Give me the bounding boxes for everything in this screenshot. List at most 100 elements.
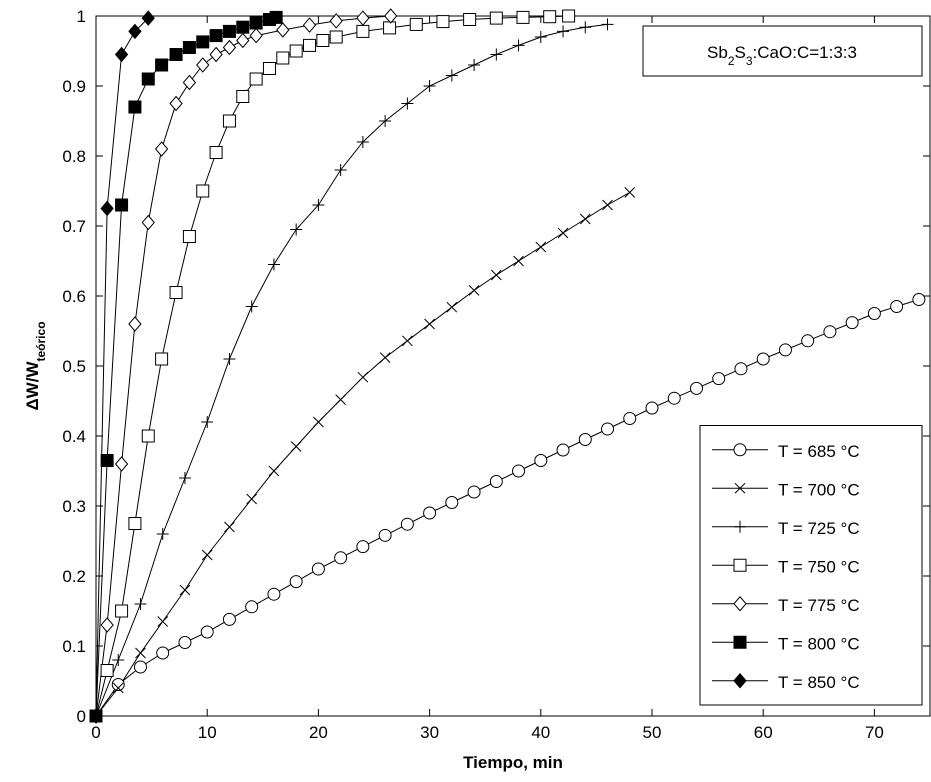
- marker: [311, 562, 325, 576]
- marker: [579, 213, 591, 225]
- y-tick-label: 0.7: [62, 217, 86, 236]
- y-tick-label: 0.3: [62, 497, 86, 516]
- marker: [534, 31, 547, 43]
- marker: [154, 141, 169, 157]
- marker: [400, 517, 414, 531]
- marker: [445, 69, 458, 82]
- marker: [156, 528, 169, 540]
- marker: [335, 394, 346, 405]
- marker: [733, 595, 747, 612]
- marker: [141, 214, 155, 231]
- annotation-part: 2: [728, 54, 735, 68]
- marker: [262, 62, 276, 75]
- y-axis-label-part: ΔW/W: [23, 361, 42, 411]
- marker: [169, 48, 183, 61]
- legend-label: T = 800 °C: [778, 634, 860, 653]
- marker: [401, 97, 414, 110]
- marker: [689, 381, 703, 395]
- marker: [378, 528, 392, 542]
- y-tick-label: 0.1: [62, 637, 86, 656]
- legend-label: T = 685 °C: [778, 442, 860, 461]
- marker: [196, 57, 210, 73]
- marker: [423, 80, 436, 92]
- marker: [890, 300, 904, 313]
- marker: [490, 269, 502, 281]
- marker: [128, 517, 142, 530]
- annotation-part: Sb: [707, 43, 728, 62]
- marker: [733, 558, 747, 572]
- marker: [196, 35, 210, 49]
- annotation: Sb2S3:CaO:C=1:3:3: [707, 43, 857, 68]
- marker: [446, 301, 458, 313]
- y-tick-label: 0.4: [62, 427, 86, 446]
- marker: [912, 293, 926, 306]
- marker: [169, 286, 183, 299]
- marker: [209, 46, 223, 63]
- marker: [329, 30, 343, 44]
- series-line: [95, 23, 608, 717]
- marker: [268, 465, 280, 477]
- x-tick-label: 70: [865, 723, 884, 742]
- marker: [734, 362, 748, 376]
- marker: [312, 199, 325, 211]
- marker: [778, 343, 792, 357]
- marker: [267, 587, 281, 601]
- marker: [624, 187, 636, 198]
- marker: [602, 199, 613, 211]
- marker: [512, 464, 526, 478]
- marker: [182, 41, 196, 54]
- marker: [128, 23, 142, 40]
- marker: [201, 549, 213, 561]
- marker: [402, 335, 413, 347]
- marker: [156, 646, 170, 660]
- marker: [112, 682, 124, 694]
- marker: [245, 300, 258, 313]
- marker: [223, 353, 236, 365]
- marker: [155, 352, 169, 366]
- marker: [182, 74, 197, 91]
- y-tick-label: 0.9: [62, 77, 86, 96]
- marker: [236, 90, 250, 103]
- marker: [489, 475, 503, 488]
- marker: [89, 708, 103, 724]
- marker: [236, 32, 250, 49]
- marker: [601, 18, 614, 31]
- marker: [356, 540, 370, 554]
- marker: [178, 472, 191, 484]
- marker: [379, 352, 391, 363]
- marker: [209, 29, 223, 43]
- marker: [845, 316, 859, 330]
- series-line: [95, 15, 569, 717]
- annotation-part: S: [735, 43, 746, 62]
- marker: [155, 58, 169, 72]
- marker: [141, 10, 155, 26]
- marker: [534, 454, 548, 467]
- marker: [179, 584, 191, 596]
- marker: [157, 616, 169, 627]
- marker: [313, 416, 324, 428]
- marker: [733, 635, 747, 649]
- marker: [128, 100, 142, 114]
- marker: [562, 9, 576, 23]
- x-tick-label: 40: [531, 723, 550, 742]
- x-tick-label: 30: [420, 723, 439, 742]
- marker: [222, 24, 236, 38]
- marker: [424, 318, 435, 330]
- marker: [733, 443, 747, 457]
- legend-label: T = 750 °C: [778, 557, 860, 576]
- marker: [115, 604, 129, 618]
- marker: [249, 72, 263, 86]
- marker: [334, 551, 348, 565]
- marker: [200, 625, 214, 639]
- marker: [100, 200, 114, 217]
- marker: [334, 164, 347, 176]
- marker: [134, 598, 147, 610]
- marker: [178, 636, 192, 649]
- marker: [468, 59, 481, 71]
- marker: [578, 433, 592, 446]
- marker: [329, 13, 343, 29]
- x-tick-label: 0: [91, 723, 100, 742]
- marker: [289, 575, 303, 589]
- marker: [133, 660, 147, 674]
